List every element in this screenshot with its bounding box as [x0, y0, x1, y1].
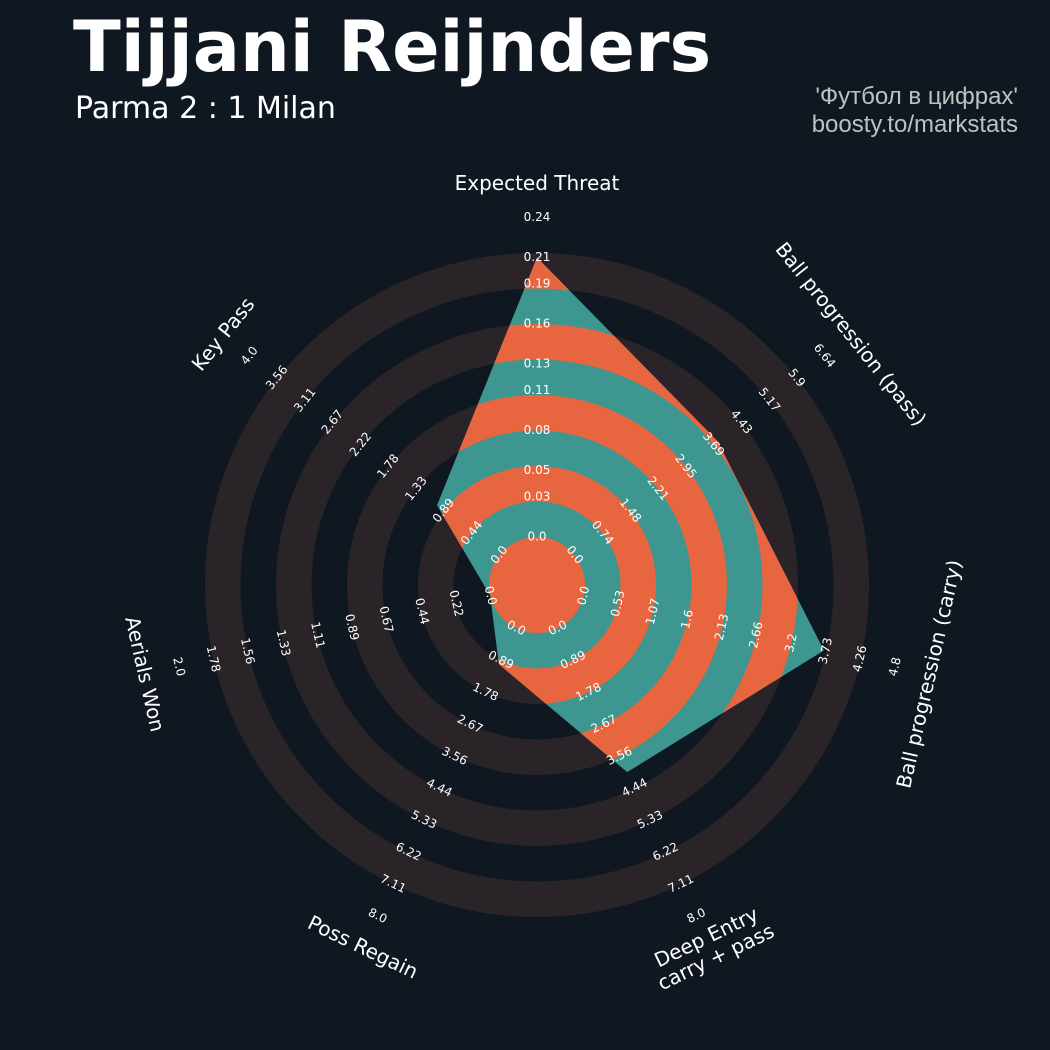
tick-label: 0.19 [524, 277, 551, 291]
ring [437, 324, 798, 773]
tick-label: 1.11 [308, 620, 328, 649]
tick-label: 2.66 [746, 620, 766, 649]
tick-label: 6.64 [811, 341, 839, 371]
tick-label: 8.0 [685, 905, 708, 926]
tick-label: 0.13 [524, 356, 551, 370]
tick-label: 0.67 [377, 605, 397, 634]
tick-label: 1.78 [204, 644, 224, 673]
credit: boosty.to/markstats [811, 111, 1018, 138]
tick-label: 0.89 [342, 613, 362, 642]
tick-label: 1.6 [678, 608, 696, 630]
tick-label: 4.0 [238, 344, 261, 368]
tick-label: 2.0 [170, 656, 188, 678]
tick-label: 0.0 [527, 530, 546, 544]
ring [437, 466, 656, 704]
tick-label: 0.11 [524, 383, 551, 397]
tick-label: 1.56 [238, 636, 258, 665]
tick-label: 0.08 [524, 423, 551, 437]
tick-label: 0.53 [608, 589, 628, 618]
center-circle [489, 537, 585, 633]
tick-label: 0.0 [574, 585, 592, 607]
tick-label: 4.8 [886, 656, 904, 678]
tick-label: 8.0 [366, 905, 389, 926]
tick-label: 3.2 [782, 632, 800, 654]
tick-label: 0.16 [524, 317, 551, 331]
tick-label: 0.0 [482, 585, 500, 607]
tick-label: 0.24 [524, 210, 551, 224]
tick-label: 0.03 [524, 490, 551, 504]
tick-label: 0.22 [447, 589, 467, 618]
title: Tijjani Reijnders [73, 6, 712, 88]
param-label: Expected Threat [454, 171, 620, 195]
tick-label: 1.33 [274, 628, 294, 657]
subtitle: Parma 2 : 1 Milan [75, 91, 336, 126]
tick-label: 0.44 [412, 597, 432, 626]
ring [437, 257, 824, 773]
tick-label: 2.13 [712, 613, 732, 642]
tick-label: 1.07 [643, 597, 663, 626]
credit: 'Футбол в цифрах' [815, 83, 1018, 110]
tick-label: 4.26 [850, 644, 870, 673]
tick-label: 3.73 [816, 636, 836, 665]
tick-label: 0.21 [524, 250, 551, 264]
tick-label: 0.05 [524, 463, 551, 477]
